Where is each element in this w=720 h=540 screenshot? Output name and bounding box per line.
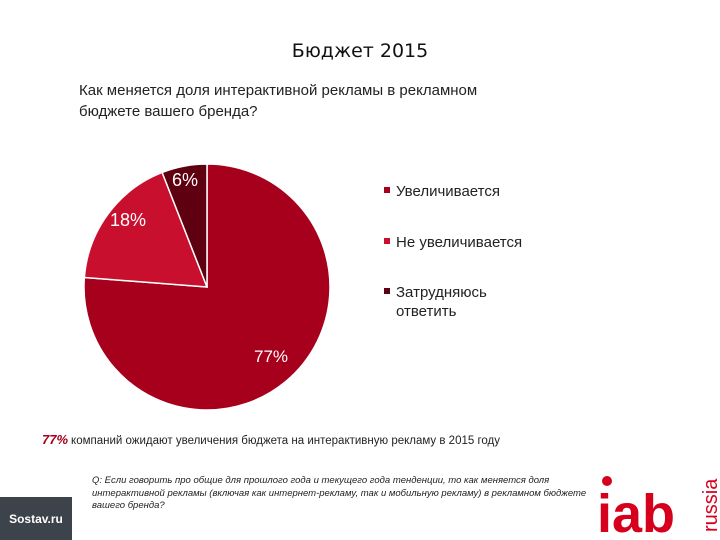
legend-item-undecided: Затрудняюсь ответить <box>384 283 506 321</box>
iab-russia-logo: iab russia <box>597 476 720 540</box>
page-title: Бюджет 2015 <box>291 40 429 62</box>
pie-slice-no-increase <box>83 171 209 288</box>
legend-label-increase: Увеличивается <box>396 183 500 200</box>
legend-swatch-no-increase <box>384 238 390 245</box>
data-label-undecided: 6% <box>172 170 198 190</box>
legend-item-increase: Увеличивается <box>384 182 500 201</box>
logo-dot <box>602 476 612 486</box>
data-label-no-increase: 18% <box>110 210 146 230</box>
data-label-increase: 77% <box>254 347 288 366</box>
legend-item-no-increase: Не увеличивается <box>384 233 522 252</box>
legend-label-undecided: Затрудняюсь ответить <box>396 284 487 320</box>
legend-swatch-increase <box>384 187 390 194</box>
key-finding-text: компаний ожидают увеличения бюджета на и… <box>71 435 500 447</box>
logo-russia: russia <box>700 478 720 532</box>
survey-question: Как меняется доля интерактивной рекламы … <box>79 82 478 120</box>
pie-slice-undecided <box>161 163 208 288</box>
sostav-logo: Sostav.ru <box>0 497 72 540</box>
key-finding: 77% компаний ожидают увеличения бюджета н… <box>42 432 500 447</box>
survey-footnote: Q: Если говорить про общие для прошлого … <box>92 475 587 511</box>
legend-swatch-undecided <box>384 288 390 295</box>
key-finding-percent: 77% <box>42 432 69 447</box>
legend-label-no-increase: Не увеличивается <box>396 234 523 251</box>
logo-iab: iab <box>597 484 675 540</box>
